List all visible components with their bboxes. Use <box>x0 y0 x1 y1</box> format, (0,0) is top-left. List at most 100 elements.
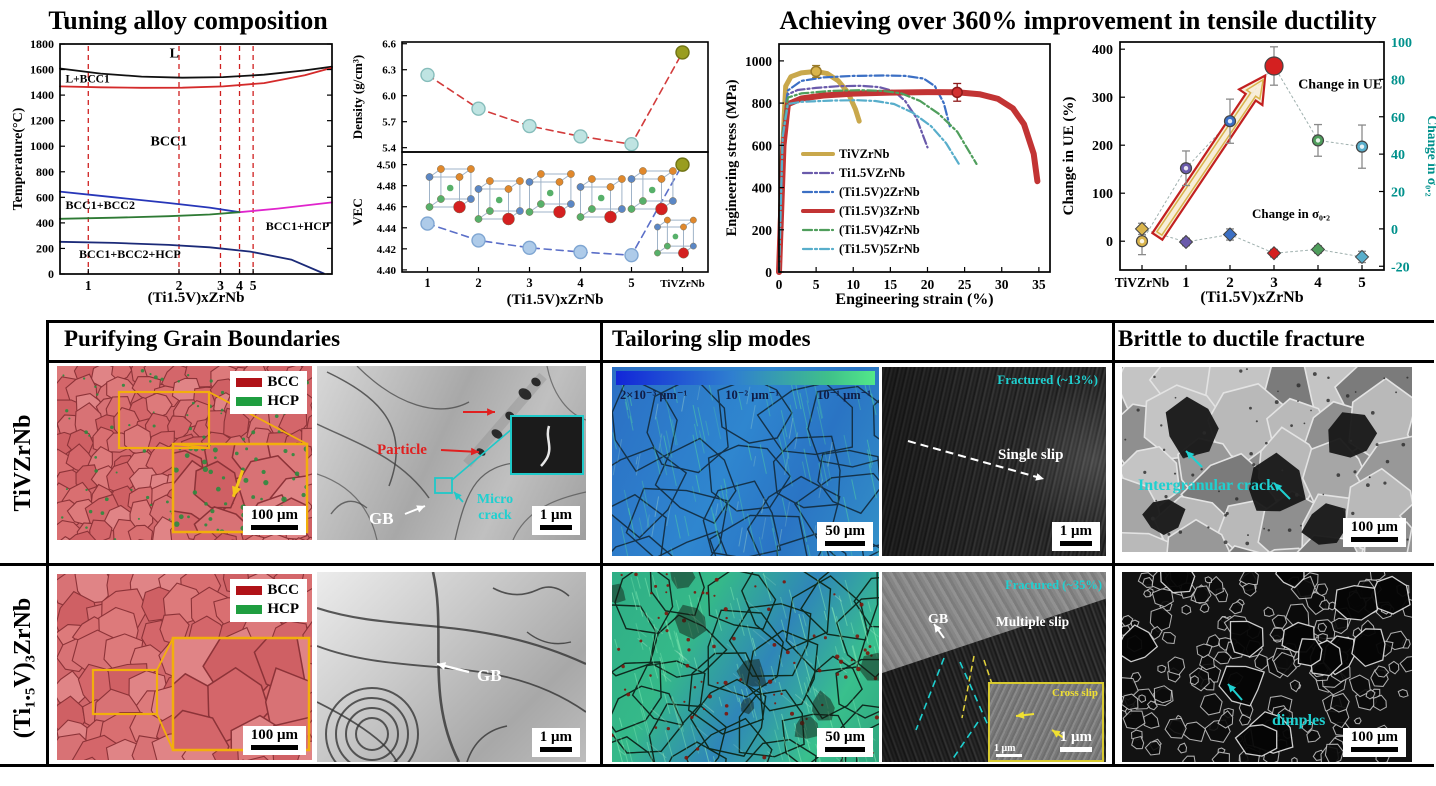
svg-text:TiVZrNb: TiVZrNb <box>660 278 704 290</box>
svg-text:Change in σ₀.₂: Change in σ₀.₂ <box>1252 206 1330 221</box>
gb-label: GB <box>477 666 502 685</box>
svg-text:Engineering stress (MPa): Engineering stress (MPa) <box>724 79 740 236</box>
hcp-label: HCP <box>267 600 299 617</box>
svg-text:1000: 1000 <box>745 54 772 69</box>
left-title: Tuning alloy composition <box>48 6 328 35</box>
change-ue-chart: 0 100 200 300 400 -20 0 20 40 60 80 100 TiVZrNb 1 2 3 4 5… <box>1061 36 1436 306</box>
bcc-swatch <box>236 377 263 387</box>
svg-text:TiVZrNb: TiVZrNb <box>839 147 890 161</box>
svg-text:Change in UE (%): Change in UE (%) <box>1061 97 1077 216</box>
bcc-swatch <box>236 585 263 595</box>
dimples-label: dimples <box>1272 712 1326 729</box>
svg-text:1600: 1600 <box>30 63 54 77</box>
right-title: Achieving over 360% improvement in tensi… <box>779 6 1377 35</box>
scale-bar: 50 μm <box>817 728 873 757</box>
svg-text:600: 600 <box>36 190 54 204</box>
svg-text:15: 15 <box>884 277 898 292</box>
scale-bar: 1 μm <box>1051 522 1100 551</box>
column-divider-1 <box>600 320 603 766</box>
svg-text:6.0: 6.0 <box>382 91 396 103</box>
svg-text:1: 1 <box>424 276 430 290</box>
svg-text:400: 400 <box>36 216 54 230</box>
slip-trace-tem-tivzrnb: Fractured (~13%) Single slip 1 μm <box>882 367 1106 556</box>
ebsd-map-tivzrnb: BCC HCP 100 μm <box>57 366 312 540</box>
row-label-tivzrnb: TiVZrNb <box>9 414 36 512</box>
dimple-fracture-ti15v3zrnb: dimples 100 μm <box>1122 572 1412 762</box>
multiple-slip-label: Multiple slip <box>996 614 1070 629</box>
svg-text:6.3: 6.3 <box>382 65 396 77</box>
fractured-label: Fractured (~13%) <box>997 372 1098 387</box>
svg-text:0: 0 <box>1391 223 1398 238</box>
gb-label: GB <box>369 509 394 528</box>
inset-scale-label: 1 μm <box>994 742 1016 754</box>
svg-text:(Ti1.5V)xZrNb: (Ti1.5V)xZrNb <box>148 290 245 306</box>
svg-text:3: 3 <box>1270 275 1278 291</box>
scale-bar: 100 μm <box>1342 728 1406 757</box>
svg-text:4: 4 <box>1314 275 1322 291</box>
scale-bar: 1 μm <box>1052 728 1100 757</box>
svg-text:5: 5 <box>813 277 820 292</box>
gnd-density-map-tivzrnb: 2×10⁻³ μm⁻¹ 10⁻² μm⁻¹ 10⁻¹ μm⁻¹ 50 μm <box>612 367 879 556</box>
svg-text:10: 10 <box>846 277 860 292</box>
table-top-line <box>47 320 1434 323</box>
svg-text:Change in UE: Change in UE <box>1298 78 1382 93</box>
svg-text:25: 25 <box>958 277 972 292</box>
header-purifying: Purifying Grain Boundaries <box>64 326 341 351</box>
colorbar-label-mid: 10⁻² μm⁻¹ <box>725 388 780 402</box>
cross-slip-label: Cross slip <box>1052 687 1098 699</box>
svg-text:800: 800 <box>752 96 773 111</box>
svg-text:80: 80 <box>1391 73 1405 88</box>
svg-text:4.48: 4.48 <box>377 181 397 193</box>
scale-bar: 1 μm <box>531 728 580 757</box>
bcc-label: BCC <box>267 374 299 390</box>
svg-text:L+BCC1: L+BCC1 <box>65 73 110 85</box>
svg-text:100: 100 <box>1391 36 1412 51</box>
svg-text:1: 1 <box>1182 275 1190 291</box>
label-column-divider <box>46 320 49 766</box>
svg-text:VEC: VEC <box>350 198 365 225</box>
svg-text:TiVZrNb: TiVZrNb <box>1115 275 1170 290</box>
svg-text:2: 2 <box>475 276 481 290</box>
svg-text:BCC1: BCC1 <box>151 135 188 150</box>
svg-text:L: L <box>170 46 179 61</box>
single-slip-label: Single slip <box>998 447 1064 463</box>
phase-legend: BCC HCP <box>230 371 307 414</box>
svg-text:5: 5 <box>250 278 257 293</box>
svg-text:(Ti1.5V)4ZrNb: (Ti1.5V)4ZrNb <box>839 223 920 237</box>
scale-bar: 1 μm <box>531 506 580 535</box>
svg-text:Density (g/cm³): Density (g/cm³) <box>350 55 365 139</box>
svg-text:400: 400 <box>1092 43 1113 58</box>
svg-text:400: 400 <box>752 181 773 196</box>
svg-text:1: 1 <box>85 278 92 293</box>
svg-text:5: 5 <box>628 276 634 290</box>
svg-text:6.6: 6.6 <box>382 39 396 51</box>
column-divider-2 <box>1112 320 1115 766</box>
cross-slip-inset: Cross slip 1 μm <box>988 682 1104 762</box>
svg-text:40: 40 <box>1391 148 1405 163</box>
svg-text:5.7: 5.7 <box>382 117 396 129</box>
tem-micrograph-tivzrnb: Particle Micro crack GB 1 μm <box>317 366 586 540</box>
phase-diagram-chart: 0 200 400 600 800 1000 1200 1400 1600 1800 1 2 3 4 5 L L… <box>11 37 333 306</box>
gb-label: GB <box>928 612 949 627</box>
svg-text:4: 4 <box>577 276 584 290</box>
svg-text:3: 3 <box>526 276 532 290</box>
phase-legend: BCC HCP <box>230 579 307 622</box>
svg-text:BCC1+HCP: BCC1+HCP <box>266 219 330 233</box>
svg-text:20: 20 <box>921 277 935 292</box>
micro-crack-label: Micro crack <box>476 492 514 523</box>
row-divider-line <box>0 563 1434 566</box>
table-bottom-line <box>0 764 1434 767</box>
svg-text:BCC1+BCC2+HCP: BCC1+BCC2+HCP <box>79 247 181 261</box>
svg-text:1000: 1000 <box>30 139 54 153</box>
tem-micrograph-ti15v3zrnb: GB 1 μm <box>317 572 586 762</box>
svg-text:0: 0 <box>1106 235 1113 250</box>
stress-strain-chart: 0 200 400 600 800 1000 0 5 10 15 20 25 30 35 TiVZrNb Ti… <box>724 43 1051 308</box>
svg-text:Ti1.5VZrNb: Ti1.5VZrNb <box>839 166 905 180</box>
svg-text:300: 300 <box>1092 91 1113 106</box>
svg-text:4.46: 4.46 <box>377 202 397 214</box>
svg-text:Temperature(°C): Temperature(°C) <box>11 107 26 210</box>
svg-text:(Ti1.5V)xZrNb: (Ti1.5V)xZrNb <box>507 292 604 308</box>
gnd-density-map-ti15v3zrnb: 50 μm <box>612 572 879 762</box>
svg-text:0: 0 <box>765 265 772 280</box>
